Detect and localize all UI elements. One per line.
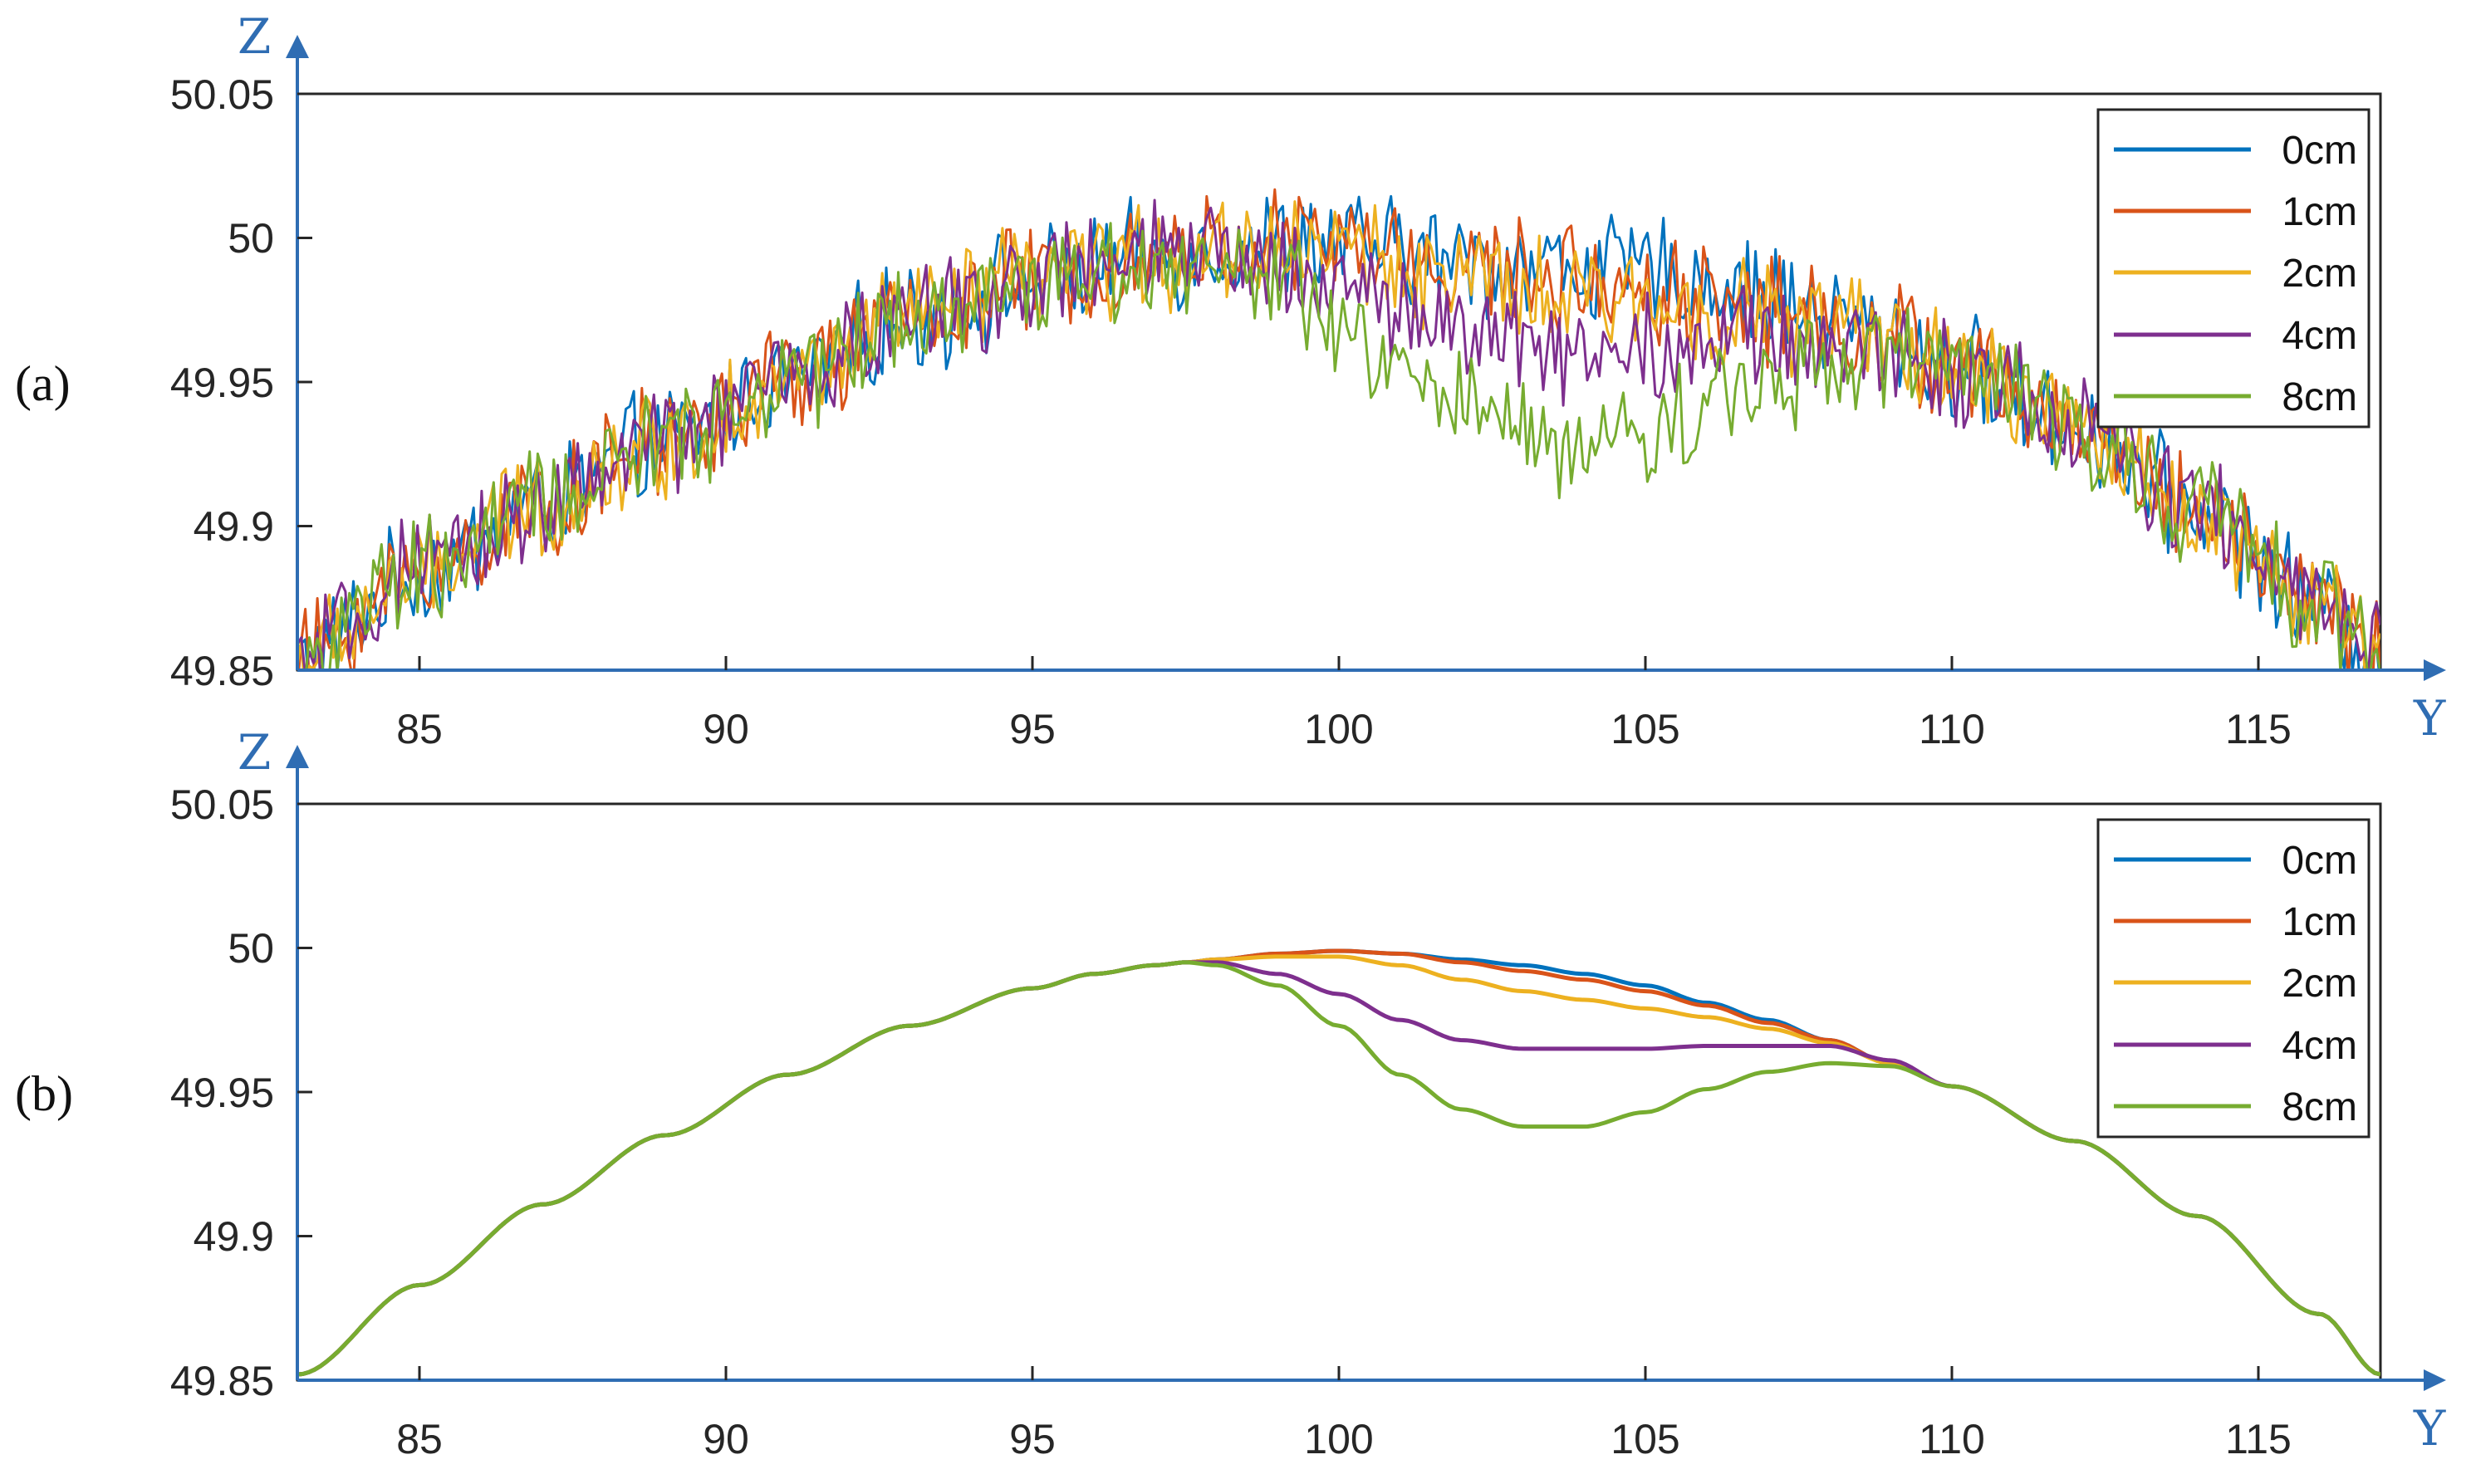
- panel-a-plot-box: [296, 92, 2382, 672]
- y-tick-label: 49.95: [170, 1070, 274, 1116]
- legend-label-4cm: 4cm: [2282, 1024, 2357, 1068]
- y-tick-label: 49.95: [170, 360, 274, 406]
- legend-label-4cm: 4cm: [2282, 314, 2357, 358]
- x-tick-label: 100: [1304, 706, 1373, 752]
- panel-a-legend: 0cm 1cm 2cm 4cm 8cm: [2096, 108, 2370, 429]
- x-tick-label: 90: [703, 1416, 749, 1462]
- chart-panel-a: (a) Z Y 85 90 95 100 105 110 115: [15, 8, 2446, 752]
- x-tick-label: 115: [2225, 706, 2292, 752]
- panel-b-plot-box: [296, 802, 2382, 1382]
- panel-a-label: (a): [15, 356, 71, 411]
- legend-label-2cm: 2cm: [2282, 252, 2357, 296]
- x-tick-label: 110: [1919, 1416, 1985, 1462]
- x-tick-label: 105: [1611, 706, 1679, 752]
- y-tick-label: 50.05: [170, 71, 274, 118]
- legend-label-0cm: 0cm: [2282, 129, 2357, 173]
- panel-a-z-arrowhead: [286, 35, 309, 58]
- panel-b-y-ticks: 50.05 50 49.95 49.9 49.85: [170, 781, 312, 1404]
- panel-a-y-axis-label: Y: [2413, 690, 2446, 747]
- x-tick-label: 95: [1009, 1416, 1056, 1462]
- panel-b-z-axis-label: Z: [238, 724, 271, 781]
- panel-a-z-axis-label: Z: [238, 8, 271, 65]
- y-tick-label: 50: [228, 215, 274, 262]
- legend-box: [2096, 818, 2370, 1139]
- series-line-4cm: [297, 198, 2380, 670]
- y-tick-label: 49.9: [194, 1213, 274, 1260]
- x-tick-label: 85: [396, 706, 443, 752]
- x-tick-label: 95: [1009, 706, 1056, 752]
- panel-a-y-ticks: 50.05 50 49.95 49.9 49.85: [170, 71, 312, 694]
- panel-a-x-ticks: 85 90 95 100 105 110 115: [396, 656, 2292, 752]
- panel-b-y-axis-label: Y: [2413, 1400, 2446, 1457]
- legend-label-1cm: 1cm: [2282, 900, 2357, 944]
- x-tick-label: 110: [1919, 706, 1985, 752]
- x-tick-label: 90: [703, 706, 749, 752]
- panel-a-y-arrowhead: [2424, 659, 2446, 681]
- chart-panel-b: (b) Z Y 85 90 95 100 105 110 115: [15, 724, 2446, 1462]
- panel-b-label: (b): [15, 1066, 73, 1121]
- y-tick-label: 49.9: [194, 503, 274, 550]
- series-line-8cm: [300, 222, 2380, 670]
- x-tick-label: 105: [1611, 1416, 1679, 1462]
- x-tick-label: 100: [1304, 1416, 1373, 1462]
- series-line-8cm: [297, 960, 2380, 1377]
- y-tick-label: 49.85: [170, 1358, 274, 1404]
- legend-label-1cm: 1cm: [2282, 190, 2357, 234]
- y-tick-label: 50: [228, 925, 274, 972]
- x-tick-label: 85: [396, 1416, 443, 1462]
- panel-b-series-group: [297, 948, 2380, 1377]
- panel-b-z-arrowhead: [286, 745, 309, 768]
- panel-b-legend: 0cm 1cm 2cm 4cm 8cm: [2096, 818, 2370, 1139]
- legend-label-8cm: 8cm: [2282, 1085, 2357, 1129]
- panel-b-x-ticks: 85 90 95 100 105 110 115: [396, 1366, 2292, 1462]
- legend-label-0cm: 0cm: [2282, 839, 2357, 883]
- y-tick-label: 50.05: [170, 781, 274, 828]
- legend-label-8cm: 8cm: [2282, 375, 2357, 419]
- panel-b-y-arrowhead: [2424, 1369, 2446, 1391]
- legend-label-2cm: 2cm: [2282, 962, 2357, 1006]
- x-tick-label: 115: [2225, 1416, 2292, 1462]
- legend-box: [2096, 108, 2370, 429]
- panel-a-series-group: [297, 188, 2380, 670]
- y-tick-label: 49.85: [170, 648, 274, 694]
